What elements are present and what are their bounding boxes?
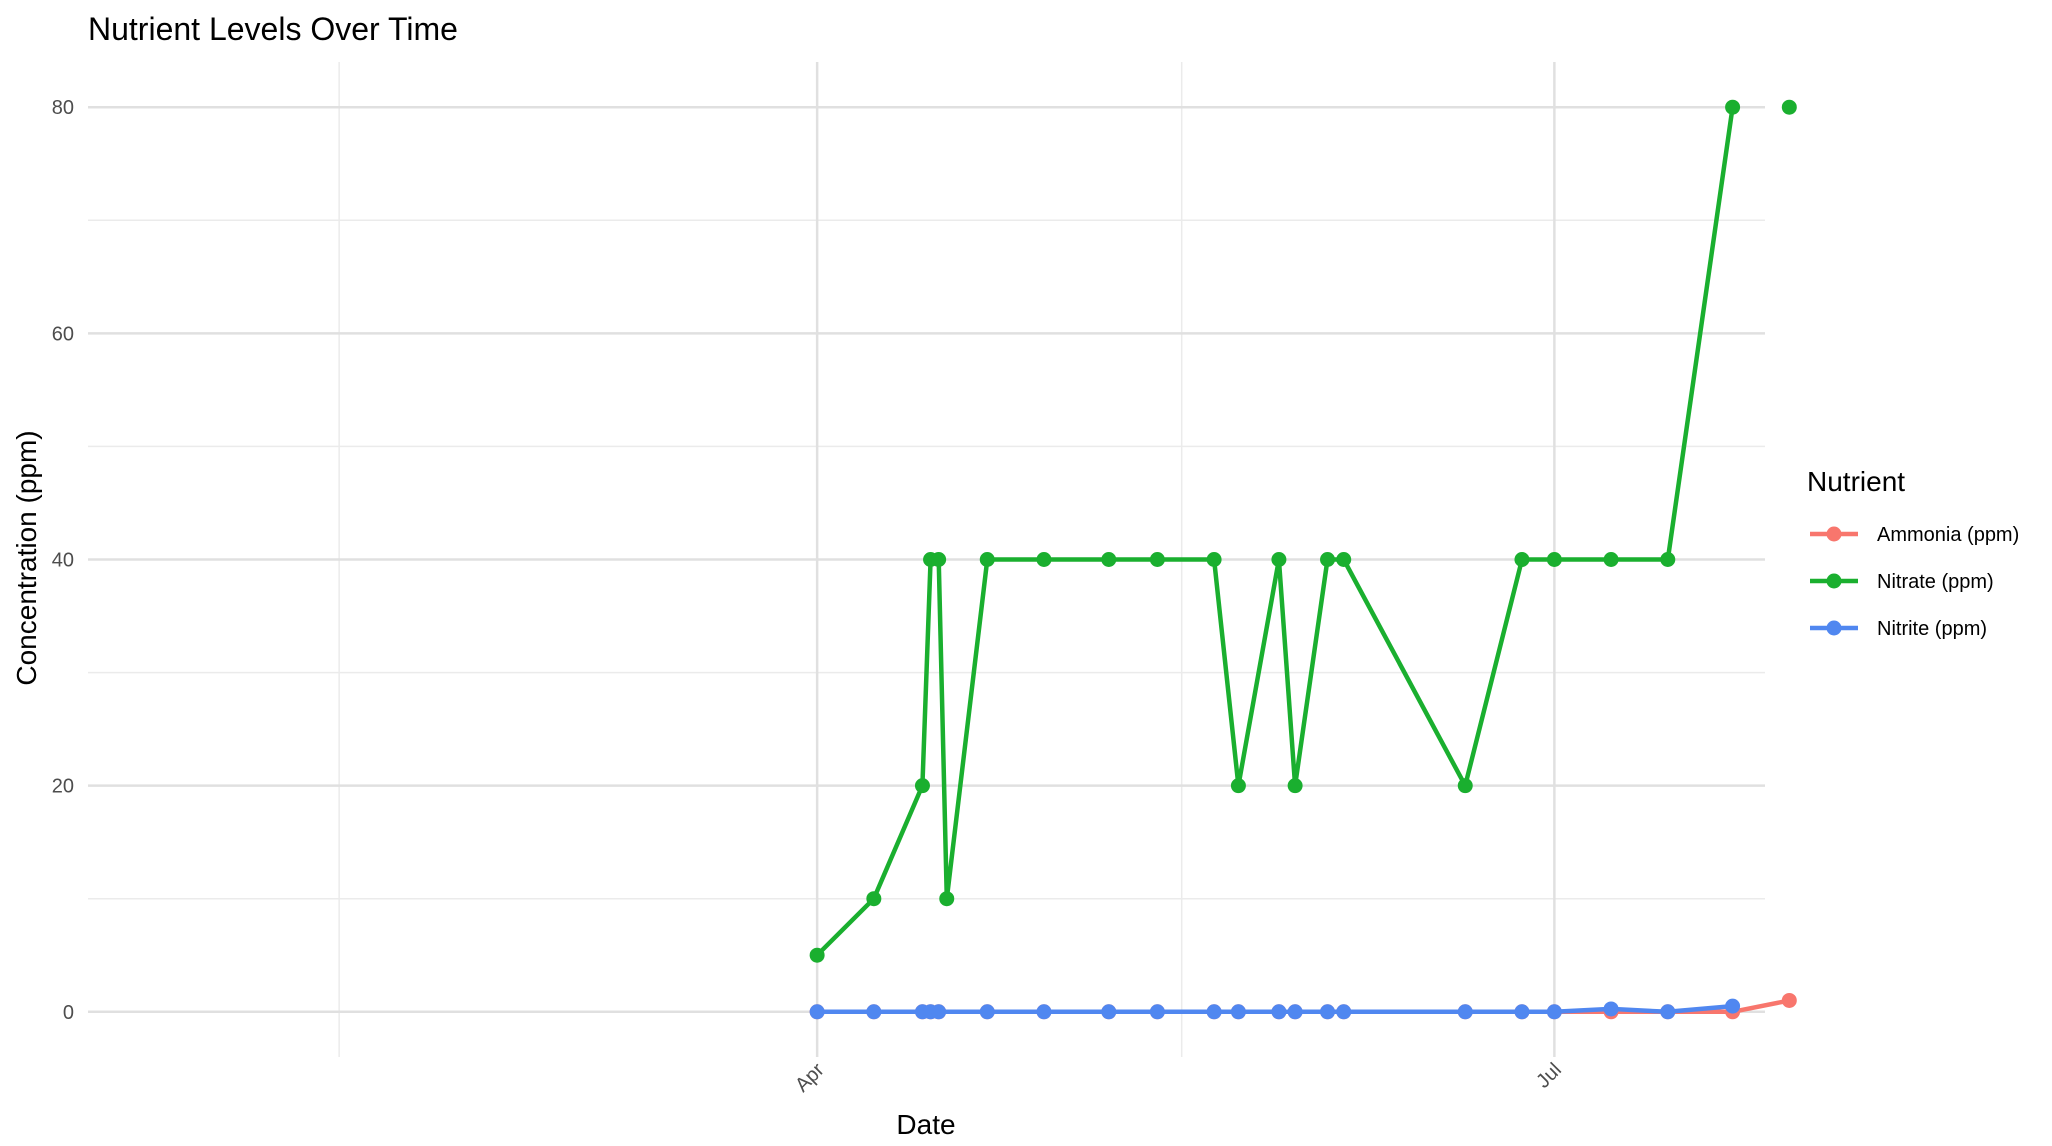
legend-item: Nitrate (ppm): [1810, 571, 1994, 593]
data-point: [866, 891, 882, 907]
data-point: [1271, 552, 1287, 567]
data-point: [979, 1004, 995, 1020]
data-point: [914, 778, 930, 794]
y-tick-label: 0: [63, 1002, 74, 1024]
data-point: [1101, 552, 1117, 567]
data-point: [1660, 1004, 1676, 1020]
legend-key-point: [1826, 620, 1842, 636]
data-point: [1206, 1004, 1222, 1020]
y-tick-label: 40: [52, 550, 74, 572]
data-point: [1036, 552, 1052, 567]
series-nitrate: [809, 99, 1797, 963]
legend-label: Nitrate (ppm): [1877, 571, 1994, 593]
legend-item: Nitrite (ppm): [1810, 618, 1987, 640]
y-tick-label: 80: [52, 97, 74, 119]
legend-label: Nitrite (ppm): [1877, 618, 1987, 640]
data-point: [1457, 778, 1473, 794]
y-axis-ticks: 0 20 40 60 80: [52, 97, 74, 1024]
series-nitrite: [809, 998, 1741, 1020]
data-point: [1514, 1004, 1530, 1020]
data-point: [1781, 992, 1797, 1008]
y-axis-title: Concentration (ppm): [11, 430, 42, 685]
data-point: [866, 1004, 882, 1020]
data-point: [939, 891, 955, 907]
data-point: [1230, 778, 1246, 794]
data-point: [1336, 1004, 1352, 1020]
data-point: [1660, 552, 1676, 567]
data-point: [1514, 552, 1530, 567]
legend-item: Ammonia (ppm): [1810, 524, 2019, 546]
chart-title: Nutrient Levels Over Time: [88, 11, 458, 47]
legend-label: Ammonia (ppm): [1877, 524, 2019, 546]
series-line: [814, 104, 1735, 958]
legend-key-point: [1826, 526, 1842, 542]
data-point: [1320, 1004, 1336, 1020]
x-tick-label: Jul: [1532, 1059, 1566, 1093]
data-point: [1725, 99, 1741, 115]
x-axis-title: Date: [896, 1109, 955, 1140]
x-tick-label: Apr: [791, 1059, 829, 1097]
data-point: [809, 1004, 825, 1020]
data-point: [1546, 552, 1562, 567]
data-point: [1457, 1004, 1473, 1020]
y-tick-label: 60: [52, 323, 74, 345]
data-point: [1603, 552, 1619, 567]
data-point: [979, 552, 995, 567]
data-point: [809, 947, 825, 963]
legend-key-point: [1826, 573, 1842, 589]
legend: Nutrient Ammonia (ppm) Nitrate (ppm) Nitri…: [1807, 466, 2019, 640]
data-point: [1603, 1001, 1619, 1017]
data-point: [1336, 552, 1352, 567]
data-point: [1287, 778, 1303, 794]
series-layer: [809, 99, 1797, 1020]
x-axis-ticks: Apr Jul: [791, 1059, 1566, 1097]
data-point: [1725, 998, 1741, 1014]
data-point: [1320, 552, 1336, 567]
data-point: [1230, 1004, 1246, 1020]
data-point: [1036, 1004, 1052, 1020]
data-point: [1781, 99, 1797, 115]
data-point: [931, 552, 947, 567]
legend-title: Nutrient: [1807, 466, 1905, 497]
data-point: [1101, 1004, 1117, 1020]
data-point: [1287, 1004, 1303, 1020]
data-point: [931, 1004, 947, 1020]
data-point: [1206, 552, 1222, 567]
data-point: [1149, 1004, 1165, 1020]
data-point: [1149, 552, 1165, 567]
data-point: [1271, 1004, 1287, 1020]
series-ammonia: [809, 992, 1797, 1020]
data-point: [1546, 1004, 1562, 1020]
y-tick-label: 20: [52, 776, 74, 798]
